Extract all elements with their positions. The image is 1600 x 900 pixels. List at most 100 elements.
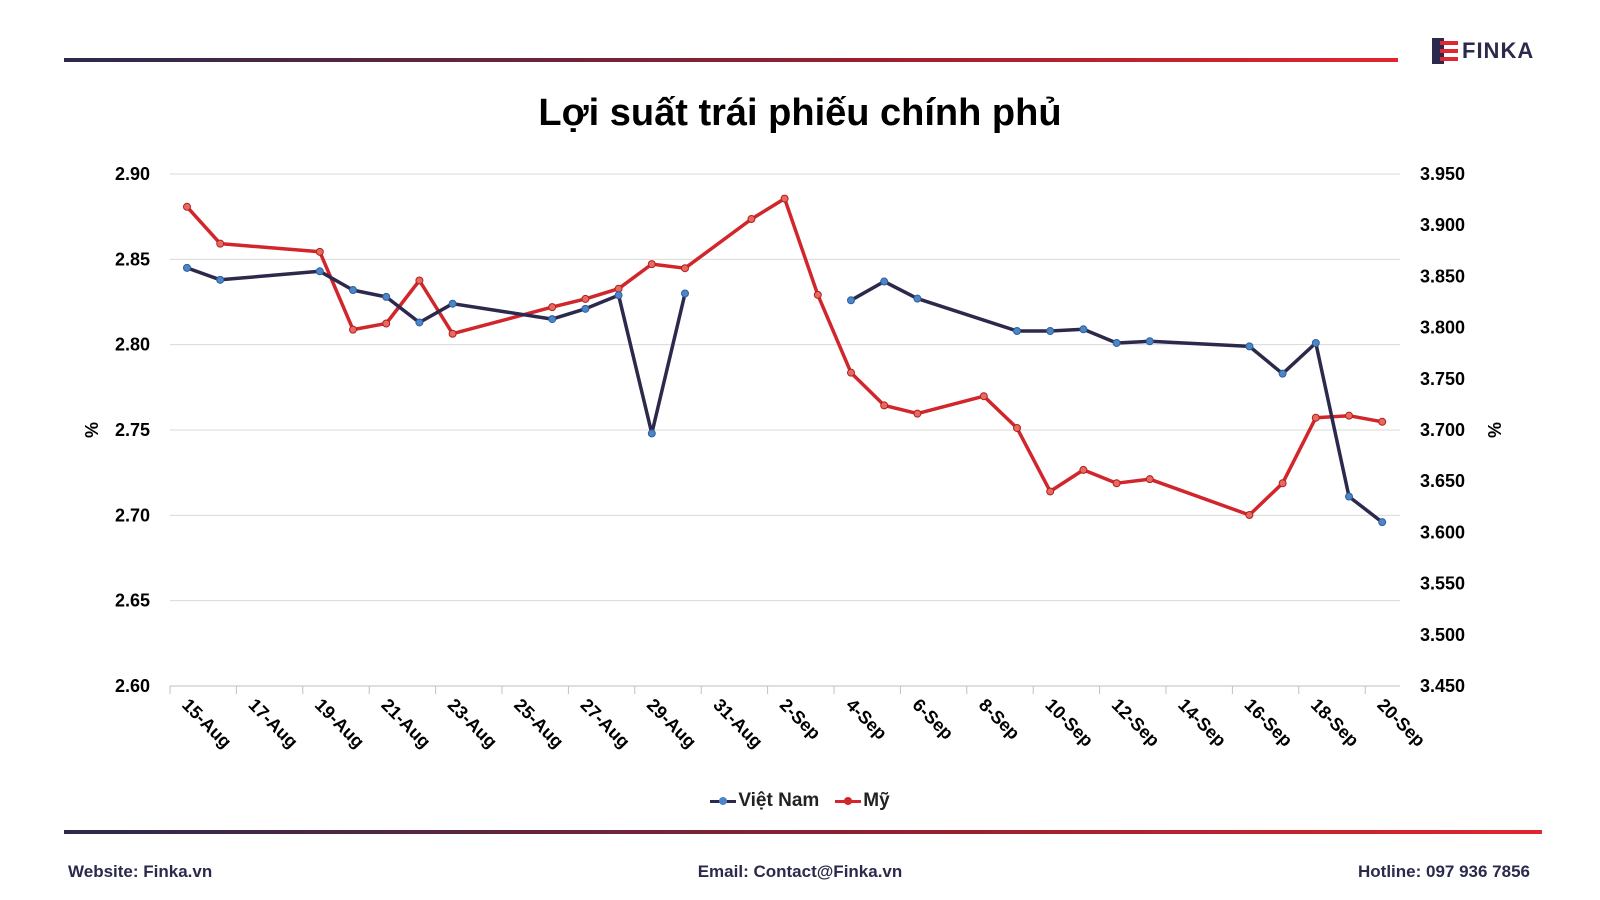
data-point-vn [1245,342,1254,351]
data-point-us [1145,475,1154,484]
data-point-vn [382,292,391,301]
header-divider [64,58,1398,62]
y-tick-label-right: 3.550 [1420,574,1465,594]
x-tick-label: 21-Aug [377,695,434,752]
legend-label-vn: Việt Nam [738,790,820,811]
data-point-us [315,247,324,256]
y-tick-label-right: 3.500 [1420,625,1465,645]
y-tick-label-left: 2.85 [115,249,150,269]
y-tick-label-left: 2.60 [115,676,150,696]
data-point-us [1013,423,1021,432]
legend-swatch-us [835,794,862,808]
data-point-us [1311,413,1320,422]
data-point-vn [1278,369,1287,378]
footer-email[interactable]: Email: Contact@Finka.vn [697,862,903,881]
data-point-us [747,215,756,224]
data-point-us [581,294,590,303]
data-point-us [448,329,457,338]
data-point-us [813,290,822,299]
x-tick-label: 8-Sep [975,695,1024,744]
footer-website[interactable]: Website: Finka.vn [68,862,213,881]
data-point-vn [315,267,324,276]
y-tick-label-right: 3.650 [1420,471,1465,491]
data-point-vn [216,275,225,284]
chart-title: Lợi suất trái phiếu chính phủ [538,92,1062,134]
data-point-vn [1378,518,1387,527]
y-tick-label-right: 3.450 [1420,676,1465,696]
x-tick-label: 14-Sep [1174,695,1230,751]
x-tick-label: 18-Sep [1307,695,1363,751]
y-tick-label-left: 2.65 [115,591,150,611]
x-tick-label: 6-Sep [909,695,958,744]
legend-item-us: Mỹ [835,790,890,812]
data-point-vn [847,296,855,305]
data-point-us [382,319,391,328]
x-tick-label: 15-Aug [178,695,235,752]
data-point-vn [1345,492,1353,501]
data-point-us [1345,411,1353,420]
series-line-us [185,196,1383,517]
data-point-vn [614,291,623,300]
data-point-us [847,368,855,377]
x-tick-label: 17-Aug [245,695,302,752]
finka-logo: FINKA [1432,36,1534,66]
data-point-vn [1311,338,1320,347]
y-tick-label-left: 2.90 [115,164,150,184]
data-point-vn [1112,338,1121,347]
y-tick-label-right: 3.750 [1420,369,1465,389]
y-tick-label-right: 3.600 [1420,522,1465,542]
y-axis-title-left: % [82,422,102,438]
y-tick-label-right: 3.900 [1420,215,1465,235]
data-point-us [415,276,424,285]
data-point-us [979,392,988,401]
x-tick-label: 31-Aug [709,695,766,752]
data-point-us [913,409,922,418]
data-point-us [1046,487,1055,496]
logo-text: FINKA [1462,38,1535,63]
x-tick-label: 25-Aug [510,695,567,752]
data-point-us [1079,465,1088,474]
data-point-vn [647,429,656,438]
data-point-vn [1046,327,1055,336]
finka-logo-icon [1432,38,1458,64]
y-axis-title-right: % [1484,422,1504,438]
data-point-vn [548,315,557,324]
x-tick-label: 27-Aug [577,695,634,752]
footer-divider [64,830,1542,834]
footer-hotline[interactable]: Hotline: 097 936 7856 [1358,862,1530,881]
data-point-us [548,303,557,312]
data-point-vn [415,318,424,327]
y-tick-label-right: 3.700 [1420,420,1465,440]
x-tick-label: 16-Sep [1241,695,1297,751]
y-tick-label-left: 2.80 [115,335,150,355]
x-tick-label: 19-Aug [311,695,368,752]
data-point-vn [448,299,457,308]
x-tick-label: 12-Sep [1108,695,1164,751]
x-tick-label: 29-Aug [643,695,700,752]
data-point-vn [1079,325,1088,334]
data-point-vn [183,263,191,272]
data-point-us [614,284,623,293]
y-tick-label-left: 2.70 [115,505,150,525]
data-point-us [183,202,191,211]
x-tick-label: 10-Sep [1041,695,1097,751]
data-point-vn [681,289,689,298]
x-tick-label: 2-Sep [776,695,825,744]
data-point-us [1245,510,1254,519]
data-point-vn [581,304,590,313]
y-tick-label-left: 2.75 [115,420,150,440]
data-point-us [880,401,889,410]
series-line-vn [186,266,687,436]
data-point-us [1278,479,1287,488]
x-tick-label: 23-Aug [444,695,501,752]
data-point-us [780,194,789,203]
y-tick-label-right: 3.950 [1420,164,1465,184]
x-tick-label: 20-Sep [1373,695,1429,751]
y-tick-label-right: 3.850 [1420,266,1465,286]
data-point-us [349,325,357,334]
data-point-vn [1013,327,1021,336]
data-point-vn [913,294,922,303]
legend-swatch-vn [710,794,737,808]
y-tick-label-right: 3.800 [1420,318,1465,338]
data-point-vn [1145,337,1154,346]
